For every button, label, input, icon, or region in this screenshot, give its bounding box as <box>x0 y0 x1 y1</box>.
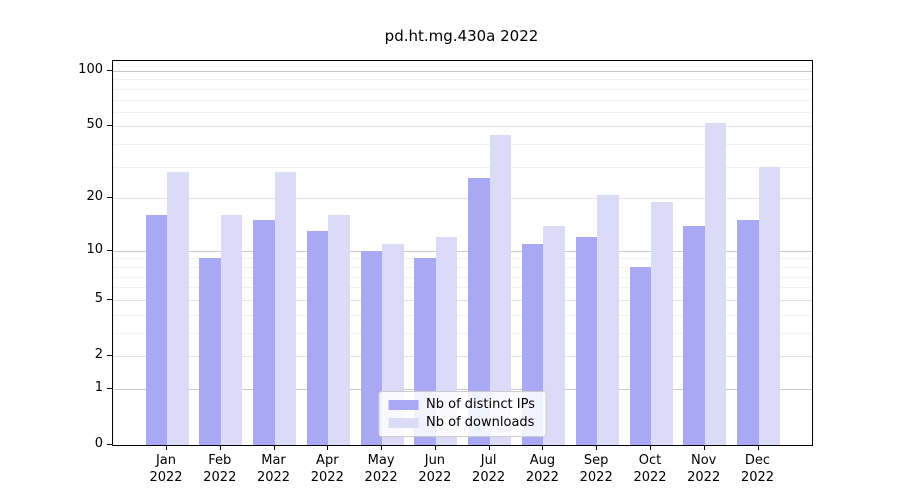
x-tick-mark-jan-2022 <box>166 445 167 450</box>
y-tick-mark-100 <box>107 70 112 71</box>
x-tick-label-may-2022: May 2022 <box>364 453 398 485</box>
x-tick-mark-nov-2022 <box>703 445 705 450</box>
legend-swatch-distinct-ips <box>388 399 419 410</box>
bar-nb-of-downloads-jan-2022 <box>167 172 189 445</box>
legend-item-downloads: Nb of downloads <box>388 415 535 430</box>
legend: Nb of distinct IPs Nb of downloads <box>378 391 547 437</box>
gridline-minor-40 <box>113 144 812 146</box>
x-tick-mark-oct-2022 <box>650 445 651 450</box>
bar-nb-of-downloads-aug-2022 <box>543 225 565 445</box>
x-tick-label-jan-2022: Jan 2022 <box>149 453 183 485</box>
bar-nb-of-downloads-apr-2022 <box>328 215 350 445</box>
x-tick-mark-dec-2022 <box>757 445 759 450</box>
x-tick-mark-jul-2022 <box>488 445 490 450</box>
chart-title: pd.ht.mg.430a 2022 <box>384 27 539 45</box>
gridline-50 <box>113 126 812 128</box>
bar-nb-of-distinct-ips-oct-2022 <box>629 266 651 445</box>
legend-label-distinct-ips: Nb of distinct IPs <box>426 397 535 412</box>
y-tick-label-50: 50 <box>86 117 103 133</box>
gridline-minor-30 <box>113 166 812 168</box>
x-tick-label-mar-2022: Mar 2022 <box>256 453 291 485</box>
x-tick-mark-may-2022 <box>381 445 383 450</box>
bar-nb-of-distinct-ips-sep-2022 <box>575 237 598 445</box>
legend-item-distinct-ips: Nb of distinct IPs <box>388 397 535 412</box>
bar-nb-of-distinct-ips-feb-2022 <box>199 258 221 445</box>
gridline-minor-80 <box>113 88 812 90</box>
bar-nb-of-distinct-ips-may-2022 <box>360 250 383 445</box>
bar-nb-of-distinct-ips-jul-2022 <box>468 177 490 445</box>
gridline-minor-60 <box>113 111 812 113</box>
y-tick-mark-5 <box>107 298 112 300</box>
x-tick-label-jul-2022: Jul 2022 <box>472 453 506 485</box>
y-tick-label-0: 0 <box>94 436 103 451</box>
x-tick-label-apr-2022: Apr 2022 <box>310 453 344 485</box>
bar-nb-of-downloads-nov-2022 <box>704 123 727 445</box>
bar-nb-of-downloads-mar-2022 <box>274 172 296 445</box>
bar-nb-of-distinct-ips-mar-2022 <box>253 220 275 445</box>
gridline-minor-8 <box>113 266 812 268</box>
y-tick-mark-10 <box>107 249 112 251</box>
plot-area: Nb of distinct IPs Nb of downloads <box>112 60 813 446</box>
y-tick-label-100: 100 <box>78 62 103 77</box>
bar-nb-of-distinct-ips-apr-2022 <box>306 231 329 445</box>
x-tick-label-sep-2022: Sep 2022 <box>579 453 613 485</box>
bar-nb-of-downloads-oct-2022 <box>651 202 673 445</box>
gridline-minor-9 <box>113 258 812 260</box>
y-tick-mark-50 <box>107 125 112 127</box>
x-tick-label-nov-2022: Nov 2022 <box>687 453 721 485</box>
gridline-5 <box>113 299 812 301</box>
gridline-100 <box>113 71 812 72</box>
y-tick-mark-1 <box>107 387 112 389</box>
y-tick-label-5: 5 <box>94 290 103 306</box>
gridline-minor-90 <box>113 79 812 81</box>
bar-nb-of-downloads-jul-2022 <box>489 134 512 445</box>
gridline-minor-70 <box>113 99 812 101</box>
bar-nb-of-distinct-ips-jan-2022 <box>145 215 167 445</box>
gridline-minor-7 <box>113 276 812 278</box>
x-tick-label-dec-2022: Dec 2022 <box>740 453 775 485</box>
y-tick-label-20: 20 <box>86 189 103 205</box>
x-tick-label-feb-2022: Feb 2022 <box>203 453 237 485</box>
bar-nb-of-distinct-ips-nov-2022 <box>683 225 705 445</box>
bar-nb-of-downloads-dec-2022 <box>758 166 780 445</box>
x-tick-mark-jun-2022 <box>434 445 436 450</box>
x-tick-mark-sep-2022 <box>596 445 598 450</box>
x-tick-mark-aug-2022 <box>542 445 544 450</box>
gridline-2 <box>113 356 812 357</box>
legend-swatch-downloads <box>388 417 419 428</box>
bar-nb-of-downloads-sep-2022 <box>597 194 619 445</box>
gridline-10 <box>113 250 812 252</box>
y-tick-label-10: 10 <box>86 241 103 257</box>
x-tick-mark-feb-2022 <box>219 445 221 450</box>
x-tick-label-oct-2022: Oct 2022 <box>633 453 667 485</box>
y-tick-mark-2 <box>107 355 112 356</box>
x-tick-mark-mar-2022 <box>273 445 275 450</box>
gridline-minor-6 <box>113 287 812 289</box>
x-tick-label-aug-2022: Aug 2022 <box>525 453 559 485</box>
bar-nb-of-downloads-feb-2022 <box>220 215 243 445</box>
gridline-1 <box>113 388 812 390</box>
gridline-minor-3 <box>113 332 812 334</box>
bar-nb-of-distinct-ips-dec-2022 <box>737 220 759 445</box>
legend-label-downloads: Nb of downloads <box>426 415 535 430</box>
y-tick-mark-0 <box>107 444 112 445</box>
y-tick-label-1: 1 <box>94 379 103 395</box>
x-tick-mark-apr-2022 <box>327 445 329 450</box>
gridline-20 <box>113 198 812 200</box>
x-tick-label-jun-2022: Jun 2022 <box>418 453 452 485</box>
y-tick-mark-20 <box>107 197 112 199</box>
y-tick-label-2: 2 <box>94 347 103 362</box>
gridline-minor-4 <box>113 314 812 316</box>
